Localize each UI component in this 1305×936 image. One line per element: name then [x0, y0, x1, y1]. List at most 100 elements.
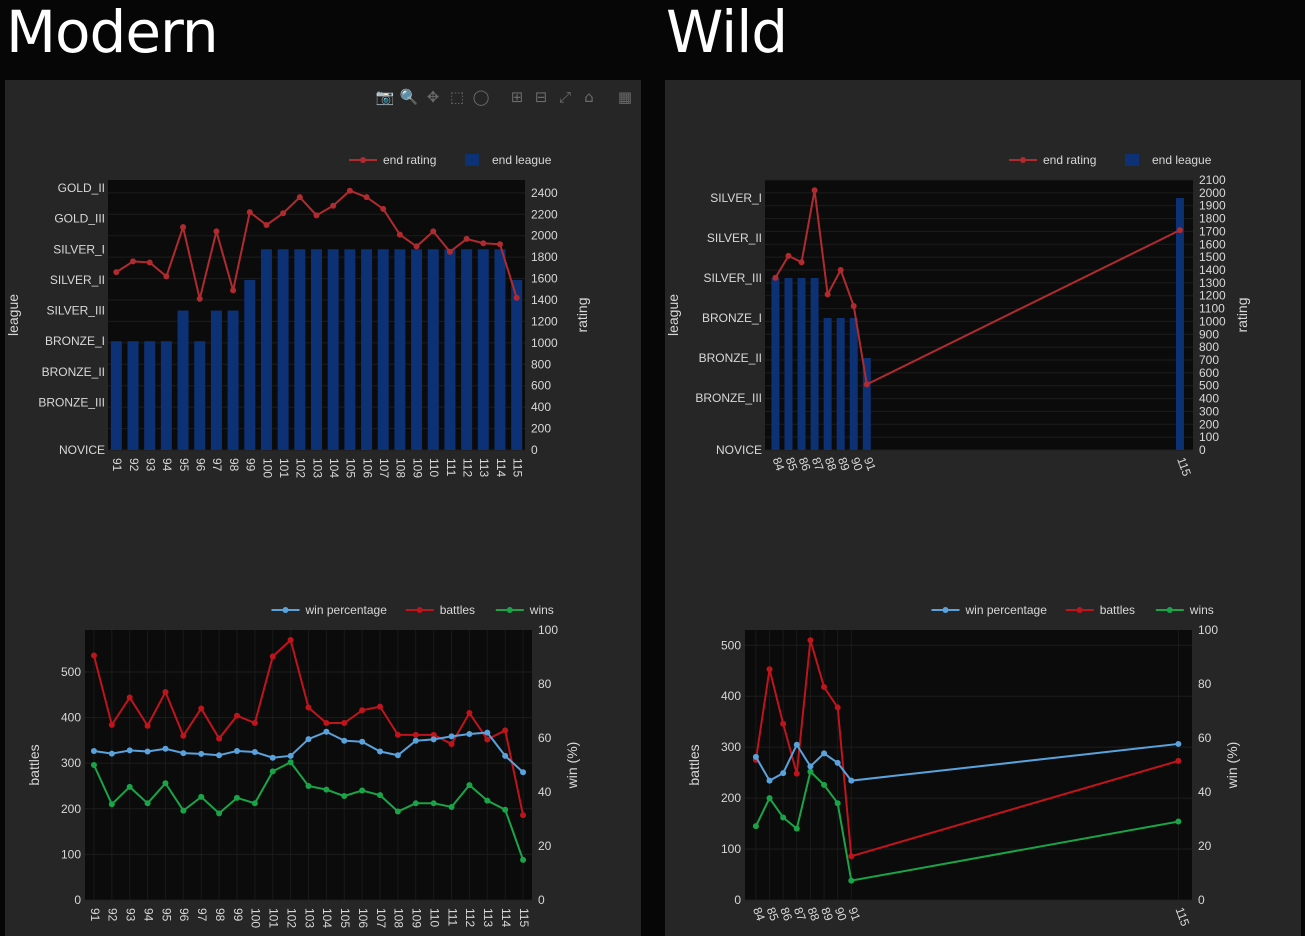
modern-league-rating-tick-label: 2200	[531, 207, 558, 221]
modern-battles-battles-point	[466, 710, 473, 717]
modern-league-rating-point	[413, 243, 420, 250]
modern-league-bar	[511, 279, 523, 450]
modern-battles-wins-point	[216, 810, 223, 817]
wild-battles-legend-marker-1	[1076, 607, 1083, 613]
modern-league-rating-tick-label: 0	[531, 443, 538, 457]
box-select-icon[interactable]: ⬚	[449, 88, 465, 106]
modern-league-rating-point	[430, 228, 437, 235]
modern-league-bar	[244, 279, 256, 450]
modern-battles-xtick-label: 113	[481, 908, 495, 927]
wild-league-xtick-label: 90	[848, 455, 866, 473]
wild-league-league-tick-label: SILVER_I	[710, 191, 762, 205]
wild-league-rating-tick-label: 600	[1199, 366, 1219, 380]
autoscale-icon[interactable]: ⤢	[558, 88, 571, 106]
modern-battles-win-percentage-point	[412, 737, 419, 744]
wild-battles-win-percentage-point	[780, 770, 787, 777]
modern-battles-xtick-label: 95	[159, 908, 173, 922]
modern-league-xtick-label: 104	[327, 458, 341, 478]
wild-league-rating-point	[850, 303, 857, 309]
modern-battles-xtick-label: 112	[463, 908, 477, 927]
modern-battles-win-tick-label: 100	[538, 623, 558, 637]
wild-charts[interactable]: 0100200300400500600700800900100011001200…	[665, 80, 1301, 936]
modern-league-rating-point	[196, 295, 203, 302]
modern-league-bar	[344, 249, 356, 450]
modern-league-rating-point	[396, 231, 403, 238]
modern-league-rating-point	[496, 241, 503, 248]
modern-league-rating-point	[346, 187, 353, 194]
modern-league-rating-tick-label: 1400	[531, 293, 558, 307]
wild-league-rating-point	[837, 267, 844, 273]
modern-league-xtick-label: 108	[394, 458, 408, 478]
modern-league-rating-point	[230, 287, 237, 294]
wild-battles-win-percentage-point	[766, 777, 773, 784]
modern-battles-xtick-label: 108	[392, 908, 406, 928]
lasso-select-icon[interactable]: ◯	[472, 88, 490, 106]
modern-battles-win-percentage-point	[466, 730, 473, 737]
reset-axes-icon[interactable]: ⌂	[584, 88, 594, 106]
modern-league-bar	[194, 341, 206, 450]
zoom-out-icon[interactable]: ⊟	[534, 88, 548, 106]
wild-battles-win-percentage-point	[752, 753, 759, 760]
modern-league-xtick-label: 98	[227, 458, 241, 472]
modern-battles-battles-point	[126, 694, 133, 701]
modern-league-xtick-label: 101	[277, 458, 291, 478]
modern-battles-ylabel-left: battles	[26, 744, 42, 785]
modern-league-legend-label-0: end rating	[383, 153, 436, 167]
modern-league-bar	[294, 249, 306, 450]
modern-battles-wins-point	[323, 786, 330, 793]
modern-battles-win-percentage-point	[341, 737, 348, 744]
wild-battles-win-percentage-point	[793, 741, 800, 748]
pan-icon[interactable]: ✥	[426, 88, 440, 106]
modern-league-bar	[277, 249, 289, 450]
camera-icon[interactable]: 📷	[375, 88, 395, 106]
modern-battles-wins-point	[90, 762, 97, 768]
modern-battles-win-percentage-point	[502, 752, 509, 759]
wild-league-rating-tick-label: 500	[1199, 379, 1219, 393]
modern-league-bar	[210, 310, 222, 450]
wild-league-rating-tick-label: 1100	[1199, 302, 1225, 316]
modern-battles-wins-point	[377, 792, 384, 799]
wild-league-rating-point	[863, 381, 870, 388]
wild-league-rating-point	[811, 187, 818, 194]
wild-league-league-tick-label: BRONZE_II	[699, 351, 762, 365]
wild-battles-xtick-label: 87	[791, 905, 809, 923]
modern-battles-wins-point	[305, 782, 312, 789]
modern-battles-legend-marker-1	[416, 607, 423, 613]
wild-battles-xtick-label: 90	[832, 905, 850, 923]
wild-battles-win-percentage-point	[821, 750, 828, 757]
modern-battles-wins-point	[394, 808, 401, 815]
modern-battles-legend-marker-2	[506, 607, 513, 613]
wild-battles-win-tick-label: 40	[1198, 785, 1212, 799]
modern-charts[interactable]: 0200400600800100012001400160018002000220…	[5, 80, 641, 936]
wild-battles-wins-point	[780, 814, 787, 821]
modern-league-bar	[394, 249, 406, 450]
wild-league-bar	[836, 318, 845, 450]
modern-league-rating-tick-label: 2400	[531, 186, 558, 200]
modern-league-bar	[177, 310, 189, 450]
modern-battles-wins-point	[430, 800, 437, 807]
modern-league-bar	[260, 249, 272, 450]
wild-battles-battles-point	[834, 704, 841, 711]
modern-battles-battles-point	[162, 689, 169, 696]
modern-league-xtick-label: 96	[194, 458, 208, 472]
modern-battles-legend-label-2: wins	[529, 603, 554, 617]
modern-league-bar	[411, 249, 423, 450]
modern-league-rating-point	[146, 259, 153, 266]
wild-battles-wins-point	[793, 825, 800, 832]
modern-league-xtick-label: 111	[444, 458, 458, 477]
wild-battles-wins-point	[848, 877, 855, 884]
modern-battles-xtick-label: 94	[141, 908, 155, 922]
modern-battles-battles-point	[520, 812, 527, 819]
modern-panel: 📷 🔍 ✥ ⬚ ◯ ⊞ ⊟ ⤢ ⌂ ▦ 0 200 400 600 800 1000 1200 1400 1600…	[5, 80, 641, 936]
plotly-logo-icon[interactable]: ▦	[617, 88, 633, 106]
wild-league-bar	[823, 318, 832, 450]
modern-battles-battles-point	[287, 637, 294, 644]
modern-battles-xtick-label: 104	[320, 908, 334, 928]
wild-panel: 0 100 200 300 400 500 600 700 800 900 1000 1100 1200…	[665, 80, 1301, 936]
zoom-in-icon[interactable]: ⊞	[510, 88, 524, 106]
modern-battles-battles-point	[305, 704, 312, 711]
modern-battles-win-percentage-point	[216, 752, 223, 759]
modern-battles-xtick-label: 92	[106, 908, 120, 922]
modern-battles-battles-tick-label: 100	[61, 847, 81, 861]
zoom-icon[interactable]: 🔍	[399, 88, 419, 106]
